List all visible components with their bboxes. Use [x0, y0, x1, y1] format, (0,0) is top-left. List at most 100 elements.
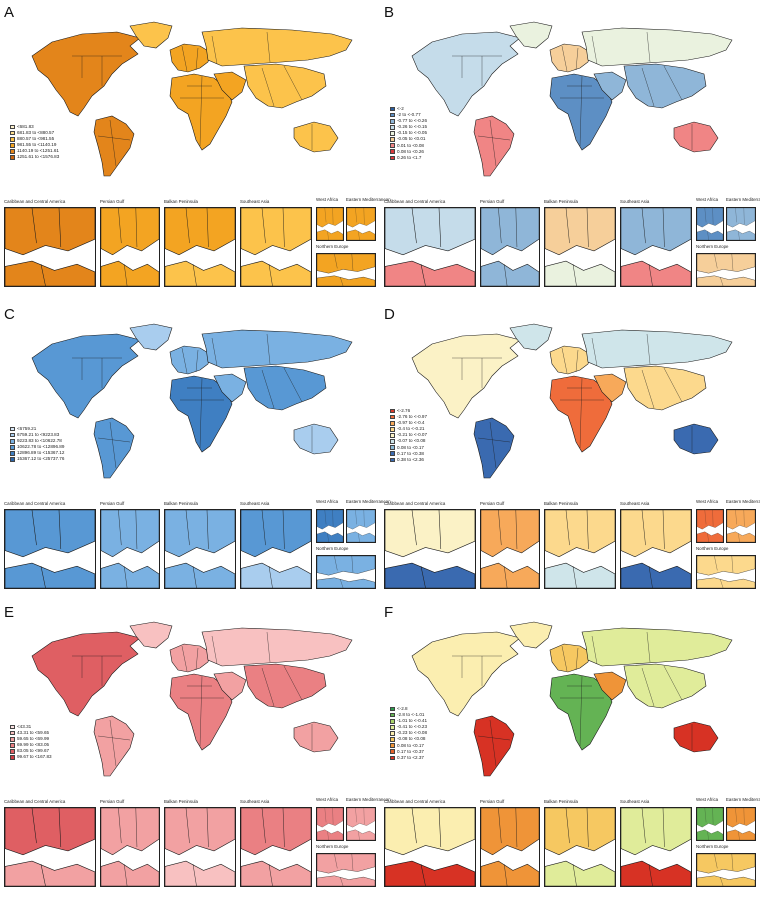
inset-frame	[346, 207, 376, 241]
inset-map	[101, 808, 159, 886]
region-au	[293, 423, 339, 455]
legend-swatch	[390, 737, 395, 742]
country-border	[185, 208, 209, 286]
legend-item: -2 to <-0.77	[390, 112, 427, 118]
inset-land	[697, 808, 723, 828]
legend-swatch	[10, 143, 15, 148]
map-panel-f: F <-2.8 -2.8 to <-1.01 -1.01 to <-0.41 -0.41…	[384, 604, 760, 900]
inset-map	[385, 208, 475, 286]
legend-item: -0.23 to <-0.08	[390, 730, 427, 736]
region-na	[411, 31, 521, 117]
country-border	[283, 65, 303, 101]
inset-map	[317, 254, 375, 286]
inset-land	[697, 254, 755, 274]
inset-land	[727, 208, 755, 228]
inset-land	[241, 808, 311, 856]
country-border	[261, 510, 285, 588]
inset-map	[697, 808, 723, 840]
legend-swatch	[390, 131, 395, 136]
country-border	[704, 208, 714, 240]
inset-caption: Northern Europe	[316, 546, 349, 551]
inset-land	[481, 208, 539, 256]
inset-land	[727, 531, 755, 542]
inset-map	[481, 808, 539, 886]
map-legend: <681.83 681.83 to <880.57 880.57 to <981.5…	[10, 124, 59, 161]
legend-item: 0.38 to <2.36	[390, 457, 427, 463]
region-na	[411, 631, 521, 717]
country-border	[181, 45, 188, 72]
legend-item: -0.77 to <-0.26	[390, 118, 427, 124]
country-border	[324, 208, 334, 240]
inset-land	[317, 829, 343, 840]
country-border	[31, 510, 62, 588]
country-border	[565, 808, 589, 886]
inset-frame	[544, 207, 616, 287]
inset-caption: Caribbean and Central America	[4, 799, 66, 804]
inset-west-africa: West Africa	[316, 499, 344, 543]
inset-northern-europe: Northern Europe	[696, 244, 756, 287]
legend-label: -0.4 to <-0.21	[397, 426, 425, 432]
country-border	[211, 35, 218, 65]
inset-caption: Southeast Asia	[240, 199, 270, 204]
inset-persian-gulf: Persian Gulf	[480, 199, 540, 287]
inset-frame	[316, 555, 376, 589]
country-border	[211, 635, 218, 665]
country-border	[641, 67, 655, 107]
country-border	[663, 367, 683, 403]
legend-item: 0.17 to <0.38	[390, 451, 427, 457]
inset-land	[165, 208, 235, 256]
country-border	[109, 719, 117, 767]
inset-caption: Northern Europe	[696, 844, 729, 849]
legend-swatch	[390, 743, 395, 748]
inset-map	[317, 510, 343, 542]
legend-item: -0.97 to <-0.4	[390, 420, 427, 426]
inset-southeast-asia: Southeast Asia	[240, 501, 312, 589]
legend-swatch	[10, 749, 15, 754]
country-border	[199, 675, 203, 747]
region-as	[243, 63, 327, 109]
inset-map	[5, 808, 95, 886]
region-me	[593, 71, 627, 101]
inset-land	[5, 808, 95, 856]
inset-frame	[726, 807, 756, 841]
country-border	[735, 808, 745, 840]
inset-caption: Eastern Mediterranean	[726, 499, 760, 504]
inset-land	[385, 860, 475, 886]
region-gr	[509, 621, 553, 649]
inset-maps: Caribbean and Central America Persian Gul…	[4, 797, 391, 887]
inset-persian-gulf: Persian Gulf	[100, 799, 160, 887]
legend-swatch	[390, 137, 395, 142]
legend-item: 15367.12 to <25737.76	[10, 456, 64, 462]
inset-land	[727, 829, 755, 840]
country-border	[591, 635, 598, 665]
inset-caption: Southeast Asia	[240, 501, 270, 506]
inset-caption: Northern Europe	[316, 244, 349, 249]
legend-label: 83.05 to <99.67	[17, 748, 50, 754]
country-border	[565, 208, 589, 286]
country-border	[334, 254, 354, 286]
legend-label: <43.31	[17, 724, 32, 729]
legend-item: -0.15 to <-0.05	[390, 130, 427, 136]
inset-caption: West Africa	[696, 197, 719, 202]
inset-northern-europe: Northern Europe	[696, 844, 756, 887]
legend-item: 99.67 to <167.83	[10, 754, 52, 760]
inset-map	[5, 510, 95, 588]
map-panel-d: D <-2.76 -2.76 to <-0.97 -0.97 to <-0.4 -0.4…	[384, 306, 760, 602]
region-as	[243, 365, 327, 411]
legend-label: 0.08 to <0.26	[397, 148, 424, 154]
legend-swatch	[390, 445, 395, 450]
inset-land	[165, 808, 235, 856]
legend-swatch	[390, 420, 395, 426]
inset-land	[241, 260, 311, 286]
country-border	[31, 808, 62, 886]
inset-land	[697, 854, 755, 874]
legend-swatch	[10, 124, 15, 130]
country-border	[735, 208, 745, 240]
inset-map	[545, 208, 615, 286]
inset-west-africa: West Africa	[316, 797, 344, 841]
inset-map	[727, 208, 755, 240]
inset-land	[347, 510, 375, 530]
legend-label: 0.17 to <0.38	[397, 450, 424, 456]
country-border	[477, 437, 511, 443]
inset-frame	[480, 807, 540, 887]
